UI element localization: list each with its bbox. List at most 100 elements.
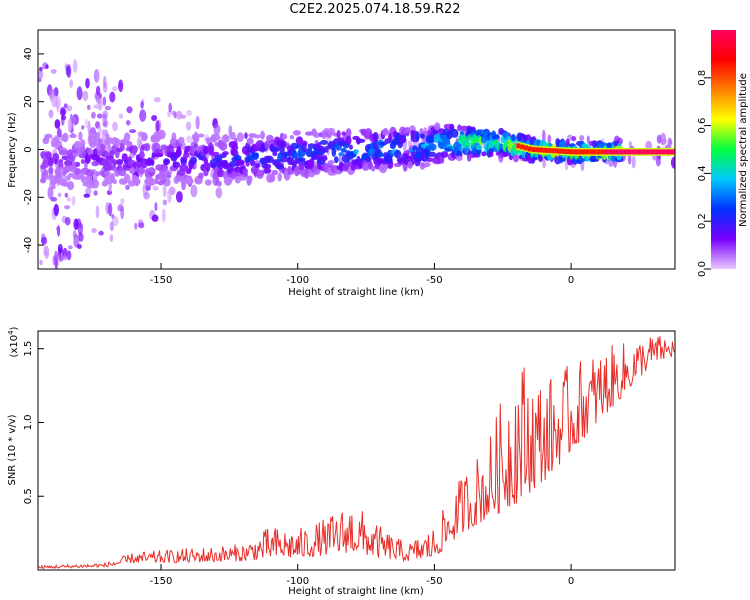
spectrogram-cell (54, 250, 58, 264)
spectrogram-cell (198, 172, 204, 180)
spectrogram-cell (126, 106, 133, 114)
spectrogram-cell (665, 149, 671, 155)
spectrogram-cell (102, 96, 107, 106)
spectrogram-cell (88, 174, 93, 183)
spectrogram-cell (203, 145, 209, 155)
spectrogram-cell (57, 243, 63, 254)
spectrogram-cell (136, 136, 141, 149)
spectrogram-cell (61, 114, 67, 121)
spectrogram-cell (101, 150, 109, 158)
spectrogram-cell (78, 232, 84, 242)
spectrogram-cell (272, 151, 278, 157)
spectrogram-cell (53, 203, 59, 217)
spectrogram-cell (171, 110, 177, 116)
spectrogram-cell (54, 119, 61, 129)
spectrogram-cell (64, 192, 69, 198)
spectrogram-cell (108, 181, 112, 192)
spectrogram-cell (102, 113, 107, 127)
spectrogram-cell (456, 142, 462, 151)
spectrogram-cell (44, 245, 50, 259)
spectrogram-cell (570, 149, 575, 155)
spectrogram-panel: -150 -100 -50 0 -40 -20 0 20 40 Height of strai… (7, 29, 676, 298)
spectrogram-cell (162, 199, 168, 206)
spectrogram-cell (312, 132, 321, 138)
spectrogram-cell (565, 138, 570, 147)
spectrogram-cell (589, 149, 595, 155)
spectrogram-cell (475, 144, 483, 151)
spectrogram-cell (132, 146, 137, 156)
spectrogram-cell (151, 115, 158, 121)
spectrogram-cell (138, 151, 145, 159)
spectrogram-cell (204, 179, 212, 186)
spectrogram-cell (63, 103, 68, 109)
spectrogram-cell (317, 145, 326, 154)
spectrogram-cell (98, 124, 102, 135)
spectrogram-cell (45, 64, 49, 69)
spectrogram-cell (162, 183, 167, 198)
spectrogram-cell (190, 156, 198, 165)
spectrogram-cell (209, 158, 217, 169)
spectrogram-cell (642, 149, 648, 155)
spectrogram-cell (378, 163, 388, 174)
spectrogram-cell (50, 196, 58, 202)
spectrogram-cell (488, 148, 495, 154)
x-tick-label: 0 (568, 275, 574, 286)
spectrogram-cell (265, 155, 274, 164)
spectrogram-cell (50, 185, 56, 190)
spectrogram-cell (188, 179, 194, 184)
colorbar-tick-label: 0.0 (697, 261, 708, 277)
spectrogram-cell (631, 155, 636, 169)
spectrogram-cell (365, 156, 372, 163)
spectrogram-cell (85, 78, 90, 89)
spectrogram-cell (138, 166, 146, 175)
spectrogram-cell (109, 234, 114, 242)
snr-frame (37, 330, 676, 571)
spectrogram-cell (492, 134, 500, 140)
spectrogram-cell (455, 155, 463, 161)
spectrogram-cell (56, 128, 62, 138)
spectrogram-cell (84, 118, 89, 129)
spectrogram-cell (502, 131, 510, 138)
spectrogram-cell (93, 104, 101, 109)
spectrogram-cell (165, 179, 170, 185)
spectrogram-cell (90, 111, 96, 119)
spectrogram-cell (104, 105, 112, 111)
spectrogram-cell (206, 162, 211, 172)
spectrogram-cell (424, 150, 430, 160)
spectrogram-cell (668, 138, 673, 145)
spectrogram-cell (104, 143, 112, 154)
y-tick-label: 1.0 (23, 415, 34, 431)
spectrogram-cell (95, 171, 100, 177)
spectrogram-cell (143, 143, 151, 152)
spectrogram-cell (183, 151, 190, 159)
spectrogram-cell (654, 149, 660, 155)
snr-x-label: Height of straight line (km) (288, 586, 424, 597)
spectrogram-cell (67, 118, 72, 133)
spectrogram-cell (157, 129, 166, 140)
spectrogram-cell (398, 136, 407, 144)
x-tick-label: -100 (286, 576, 309, 587)
spectrogram-cell (669, 149, 675, 155)
spectrogram-cell (159, 163, 169, 172)
spectrogram-cell (92, 148, 98, 156)
spectrogram-cell (604, 149, 610, 155)
x-tick-label: -150 (150, 576, 173, 587)
snr-y-multiplier: (x104) (7, 326, 20, 357)
spectrogram-cell (263, 167, 272, 174)
spectrogram-cell (349, 144, 353, 150)
spectrogram-cell (327, 127, 336, 136)
spectrogram-cell (440, 151, 449, 158)
spectrogram-cell (116, 159, 124, 166)
spectrogram-cell (573, 149, 579, 155)
spectrogram-cell (65, 105, 73, 112)
snr-panel: -150 -100 -50 0 0.5 1.0 1.5 Height of straigh… (7, 326, 676, 597)
spectrogram-cell (279, 145, 285, 155)
spectrogram-cell (606, 142, 613, 149)
y-tick-label: -20 (23, 189, 34, 205)
spectrogram-cell (132, 162, 137, 169)
spectrogram-cell (290, 142, 299, 150)
spectrogram-cell (72, 59, 78, 73)
spectrogram-cell (57, 192, 62, 198)
spectrogram-cell (77, 227, 83, 233)
spectrogram-cell (95, 85, 101, 96)
